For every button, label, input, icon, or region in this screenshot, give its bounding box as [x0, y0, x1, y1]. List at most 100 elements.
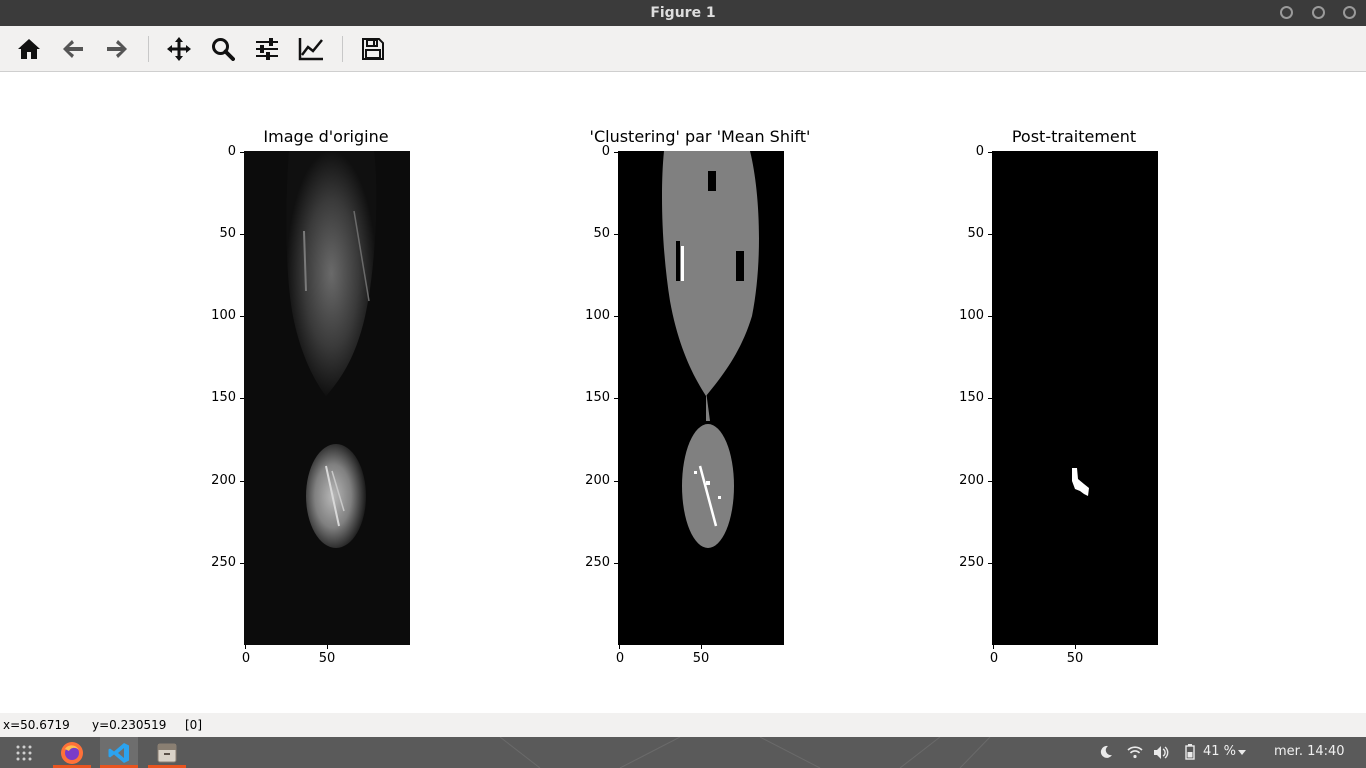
battery-icon[interactable]: [1185, 744, 1195, 760]
y-tick-mark: [614, 481, 618, 482]
x-tick-mark: [1075, 645, 1076, 649]
y-tick-label: 50: [967, 226, 984, 241]
window-title: Figure 1: [650, 5, 716, 21]
y-tick-label: 150: [585, 390, 610, 405]
firefox-icon: [61, 741, 83, 764]
y-tick-label: 100: [959, 308, 984, 323]
y-tick-mark: [988, 563, 992, 564]
back-arrow-icon: [63, 40, 83, 58]
y-tick-label: 200: [211, 473, 236, 488]
axes-post-processing[interactable]: [992, 151, 1158, 645]
close-button[interactable]: [1343, 6, 1356, 19]
status-bar: x=50.6719 y=0.230519 [0]: [0, 713, 1366, 737]
x-tick-label: 0: [989, 651, 999, 666]
y-tick-label: 250: [585, 555, 610, 570]
volume-icon[interactable]: [1153, 745, 1169, 760]
cursor-y-readout: y=0.230519: [92, 718, 167, 732]
chevron-down-icon[interactable]: [1238, 750, 1246, 755]
x-tick-label: 50: [318, 651, 336, 666]
maximize-button[interactable]: [1312, 6, 1325, 19]
show-applications-button[interactable]: [5, 737, 43, 768]
y-tick-label: 250: [211, 555, 236, 570]
y-tick-mark: [988, 152, 992, 153]
y-tick-mark: [240, 234, 244, 235]
y-tick-mark: [614, 152, 618, 153]
pan-button[interactable]: [165, 35, 193, 63]
forward-button[interactable]: [103, 35, 131, 63]
pixel-value-readout: [0]: [185, 718, 202, 732]
configure-subplots-button[interactable]: [253, 35, 281, 63]
configure-subplots-icon: [256, 38, 278, 60]
clustered-image: [618, 151, 784, 645]
x-tick-label: 50: [692, 651, 710, 666]
save-icon: [362, 38, 384, 60]
y-tick-mark: [988, 316, 992, 317]
navigation-toolbar: [0, 26, 1366, 72]
minimize-button[interactable]: [1280, 6, 1293, 19]
y-tick-mark: [614, 316, 618, 317]
original-image: [244, 151, 410, 645]
x-tick-mark: [993, 645, 994, 649]
save-button[interactable]: [359, 35, 387, 63]
y-tick-mark: [240, 398, 244, 399]
subplot-title-mean-shift: 'Clustering' par 'Mean Shift': [589, 127, 811, 146]
vscode-icon: [108, 742, 129, 763]
x-tick-label: 50: [1066, 651, 1084, 666]
y-tick-label: 0: [227, 144, 236, 159]
y-tick-label: 150: [211, 390, 236, 405]
y-tick-mark: [614, 234, 618, 235]
subplot-title-post-processing: Post-traitement: [1011, 127, 1137, 146]
axes-original-image[interactable]: [244, 151, 410, 645]
wifi-icon[interactable]: [1127, 746, 1143, 759]
y-tick-label: 100: [211, 308, 236, 323]
taskbar-vscode[interactable]: [100, 737, 138, 768]
zoom-button[interactable]: [209, 35, 237, 63]
edit-axis-icon: [298, 38, 323, 61]
x-tick-mark: [245, 645, 246, 649]
running-indicator: [148, 765, 186, 768]
x-tick-mark: [619, 645, 620, 649]
y-tick-label: 50: [219, 226, 236, 241]
running-indicator: [100, 765, 138, 768]
file-cabinet-icon: [157, 743, 177, 762]
night-mode-icon[interactable]: [1099, 745, 1113, 759]
figure-canvas[interactable]: Image d'origine: [0, 73, 1366, 713]
back-button[interactable]: [59, 35, 87, 63]
subplot-title-original: Image d'origine: [263, 127, 389, 146]
running-indicator: [53, 765, 91, 768]
y-tick-mark: [240, 316, 244, 317]
taskbar-file-manager[interactable]: [148, 737, 186, 768]
home-icon: [18, 39, 40, 59]
title-bar: Figure 1: [0, 0, 1366, 26]
post-processed-image: [992, 151, 1158, 645]
y-tick-mark: [240, 563, 244, 564]
app-grid-icon: [16, 745, 32, 760]
toolbar-separator: [342, 36, 343, 62]
battery-percentage: 41 %: [1203, 744, 1237, 759]
taskbar: 41 % mer. 14:40: [0, 737, 1366, 768]
taskbar-firefox[interactable]: [53, 737, 91, 768]
clock[interactable]: mer. 14:40: [1274, 744, 1345, 759]
y-tick-label: 0: [601, 144, 610, 159]
taskbar-background-pattern: [499, 737, 991, 768]
x-tick-label: 0: [241, 651, 251, 666]
x-tick-mark: [327, 645, 328, 649]
y-tick-mark: [614, 398, 618, 399]
y-tick-label: 0: [975, 144, 984, 159]
y-tick-mark: [614, 563, 618, 564]
y-tick-mark: [988, 481, 992, 482]
y-tick-label: 250: [959, 555, 984, 570]
y-tick-label: 100: [585, 308, 610, 323]
axes-mean-shift[interactable]: [618, 151, 784, 645]
y-tick-mark: [240, 152, 244, 153]
y-tick-label: 150: [959, 390, 984, 405]
pan-icon: [167, 37, 191, 61]
y-tick-mark: [988, 234, 992, 235]
forward-arrow-icon: [107, 40, 127, 58]
x-tick-mark: [701, 645, 702, 649]
home-button[interactable]: [15, 35, 43, 63]
y-tick-mark: [240, 481, 244, 482]
edit-axis-button[interactable]: [297, 35, 325, 63]
x-tick-label: 0: [615, 651, 625, 666]
zoom-icon: [212, 38, 235, 61]
